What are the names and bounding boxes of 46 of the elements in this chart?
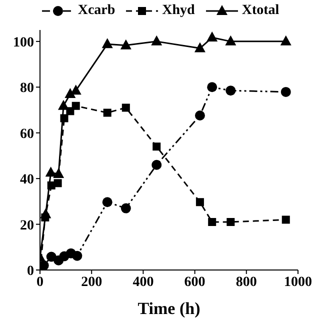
- x-tick-label: 0: [36, 274, 44, 290]
- point: [151, 35, 162, 46]
- point: [72, 250, 82, 261]
- point: [194, 110, 205, 120]
- point: [208, 218, 216, 226]
- point: [45, 166, 56, 177]
- point: [207, 82, 218, 92]
- point: [53, 168, 64, 178]
- point: [194, 42, 206, 52]
- point: [120, 203, 131, 214]
- point: [103, 108, 112, 117]
- legend-label: Xhyd: [162, 3, 195, 19]
- point: [58, 100, 69, 110]
- y-tick-label: 20: [20, 218, 34, 234]
- point: [102, 197, 112, 208]
- legend-label: Xcarb: [78, 3, 116, 19]
- x-tick-label: 400: [132, 274, 154, 290]
- point: [282, 216, 290, 224]
- point: [60, 114, 68, 122]
- point: [226, 86, 236, 96]
- y-tick-label: 40: [20, 172, 34, 188]
- point: [152, 160, 162, 170]
- x-tick-label: 1000: [284, 274, 312, 290]
- point: [280, 35, 292, 46]
- x-tick-label: 600: [184, 274, 206, 290]
- point: [152, 142, 161, 151]
- point: [54, 179, 62, 188]
- point: [120, 39, 132, 50]
- point: [40, 208, 52, 218]
- y-tick-label: 0: [27, 264, 34, 279]
- x-axis-title: Time (h): [138, 299, 200, 318]
- x-tick-label: 800: [236, 274, 257, 290]
- point: [225, 35, 236, 46]
- point: [72, 102, 80, 110]
- point: [280, 86, 291, 97]
- point: [122, 104, 130, 112]
- y-tick-label: 100: [13, 35, 34, 50]
- y-tick-label: 60: [20, 126, 34, 142]
- point: [226, 218, 235, 226]
- legend-label: Xtotal: [242, 3, 280, 19]
- point: [206, 32, 218, 42]
- point: [102, 38, 113, 48]
- x-tick-label: 200: [81, 274, 102, 290]
- point: [64, 88, 76, 98]
- point: [196, 198, 204, 206]
- y-tick-label: 80: [20, 81, 34, 96]
